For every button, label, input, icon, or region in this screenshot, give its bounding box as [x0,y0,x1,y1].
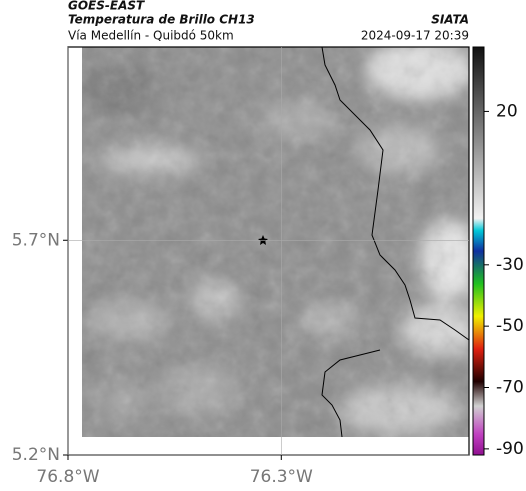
title: Temperatura de Brillo CH13 [68,13,255,27]
subtitle: Vía Medellín - Quibdó 50km [68,29,234,43]
lat-tick-label: 5.7°N [12,230,60,250]
lon-tick-label: 76.8°W [36,467,99,487]
coastline [321,46,470,438]
source: SIATA [431,13,469,27]
colorbar-tick-label: -70 [496,378,524,398]
lon-tick-label: 76.3°W [250,467,313,487]
colorbar-tick-label: 20 [496,101,518,121]
satellite: GOES-EAST [68,0,145,13]
colorbar [472,46,485,456]
colorbar-tick-label: -50 [496,316,524,336]
satellite-image [82,47,469,437]
lat-tick-label: 5.2°N [12,445,60,465]
colorbar-tick-label: -90 [496,439,524,459]
timestamp: 2024-09-17 20:39 [361,29,469,43]
colorbar-tick-label: -30 [496,255,524,275]
